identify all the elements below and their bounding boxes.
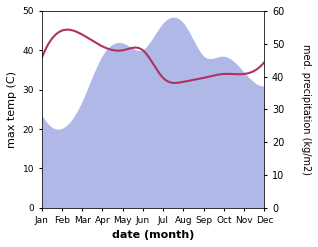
Y-axis label: med. precipitation (kg/m2): med. precipitation (kg/m2) — [301, 44, 311, 175]
X-axis label: date (month): date (month) — [112, 230, 194, 240]
Y-axis label: max temp (C): max temp (C) — [7, 71, 17, 148]
